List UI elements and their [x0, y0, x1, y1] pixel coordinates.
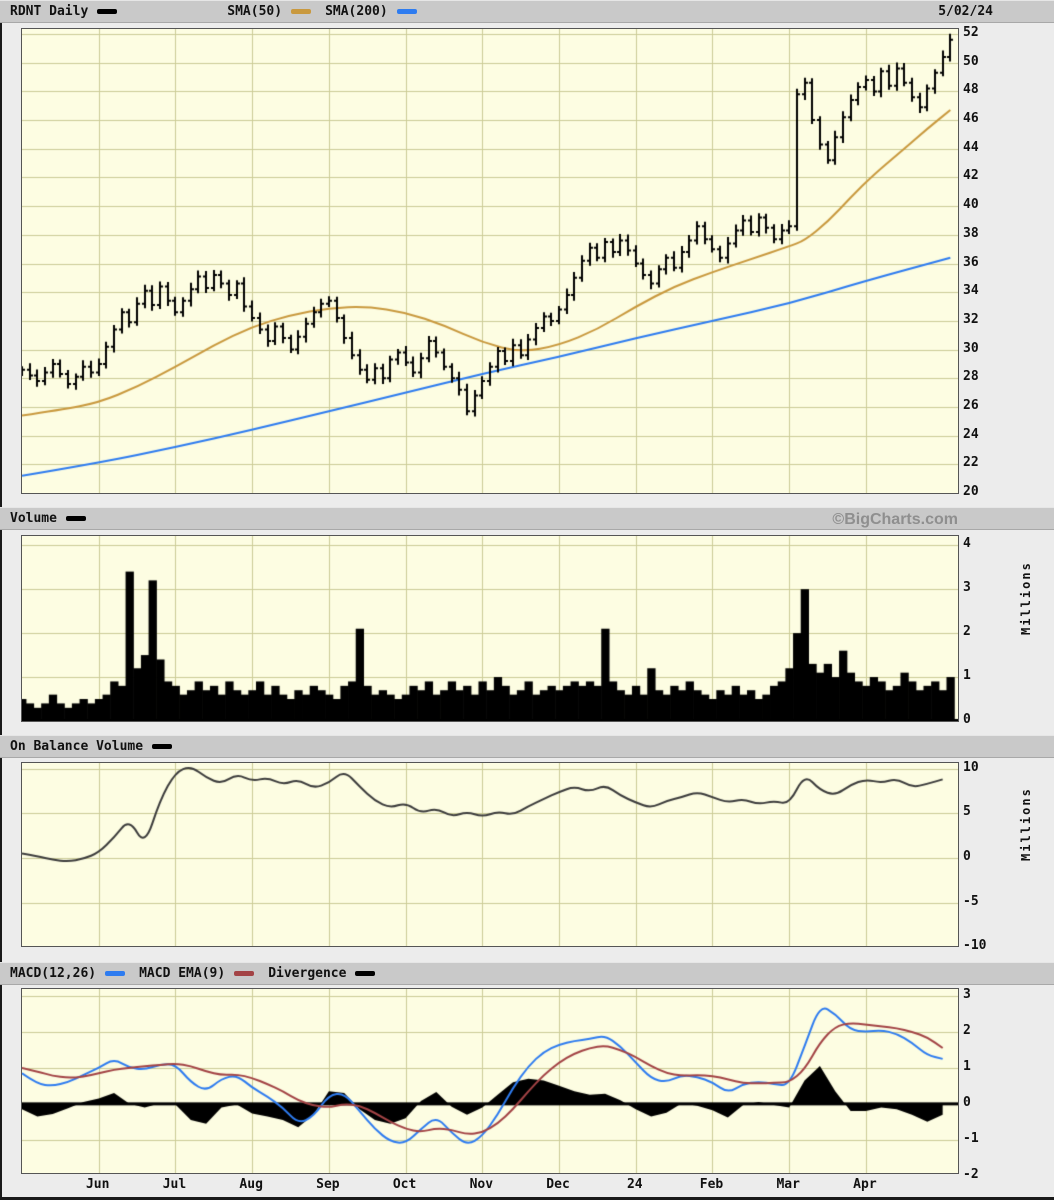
price-chart-area [21, 28, 959, 494]
price-ytick: 26 [963, 397, 979, 413]
volume-label: Volume [10, 511, 57, 526]
price-ytick: 38 [963, 225, 979, 241]
divergence-dash-icon [355, 971, 376, 976]
obv-panel-header: On Balance Volume [0, 735, 1054, 758]
price-ytick: 52 [963, 25, 979, 41]
month-label: Sep [316, 1177, 340, 1192]
legend-item-obv: On Balance Volume [10, 739, 173, 754]
obv-ytick: 0 [963, 849, 971, 865]
macd-ytick: 3 [963, 986, 971, 1002]
month-label: Jul [162, 1177, 187, 1192]
price-ytick: 42 [963, 168, 979, 184]
symbol-interval-label: RDNT Daily [10, 4, 89, 19]
month-label: Feb [699, 1177, 724, 1192]
sma50-label: SMA(50) [227, 4, 283, 19]
obv-unit-label: Millions [1019, 786, 1033, 861]
legend-item-divergence: Divergence [268, 966, 376, 981]
price-ytick: 40 [963, 197, 979, 213]
macd-ytick: 1 [963, 1058, 971, 1074]
obv-label: On Balance Volume [10, 739, 144, 754]
month-label: Aug [239, 1177, 263, 1192]
bigcharts-watermark: ©BigCharts.com [832, 511, 958, 528]
legend-item-macd-ema: MACD EMA(9) [139, 966, 255, 981]
volume-ytick: 4 [963, 536, 971, 552]
macd-ema-label: MACD EMA(9) [139, 966, 226, 981]
legend-item-sma50: SMA(50) [227, 4, 312, 19]
month-label: Oct [392, 1177, 417, 1192]
window-left-edge [0, 0, 2, 1200]
macd-ytick: -1 [963, 1130, 979, 1146]
sma200-dash-icon [396, 9, 417, 14]
price-ytick: 20 [963, 484, 979, 499]
month-label: Mar [776, 1177, 800, 1192]
price-chart-canvas [22, 29, 958, 493]
sma50-dash-icon [291, 9, 312, 14]
obv-ytick: 5 [963, 804, 971, 820]
price-ytick: 24 [963, 426, 979, 442]
legend-item-volume: Volume [10, 511, 86, 526]
volume-ytick: 1 [963, 668, 971, 684]
price-legend-dash-icon [97, 9, 118, 14]
volume-unit-label: Millions [1019, 560, 1033, 635]
macd-chart-area [21, 988, 959, 1174]
obv-chart-canvas [22, 763, 958, 946]
legend-item-macd: MACD(12,26) [10, 966, 126, 981]
price-ytick: 44 [963, 139, 979, 155]
price-ytick: 28 [963, 369, 979, 385]
volume-ytick: 0 [963, 712, 971, 727]
month-label: Apr [853, 1177, 877, 1192]
macd-ytick: 0 [963, 1094, 971, 1110]
month-label: Jun [85, 1177, 110, 1192]
chart-date: 5/02/24 [938, 4, 993, 19]
volume-dash-icon [65, 516, 86, 521]
month-label: 24 [626, 1177, 643, 1192]
month-label: Dec [546, 1177, 570, 1192]
price-ytick: 32 [963, 311, 979, 327]
macd-ytick: -2 [963, 1166, 979, 1182]
legend-item-sma200: SMA(200) [325, 4, 417, 19]
macd-ytick: 2 [963, 1022, 971, 1038]
macd-ema-dash-icon [234, 971, 255, 976]
obv-ytick: 10 [963, 759, 979, 775]
volume-chart-area [21, 535, 959, 722]
price-ytick: 46 [963, 111, 979, 127]
volume-panel-header: Volume ©BigCharts.com [0, 507, 1054, 530]
obv-ytick: -5 [963, 893, 979, 909]
x-axis-month-labels: Jun Jul Aug Sep Oct Nov Dec 24 Feb Mar Apr [0, 1177, 1054, 1195]
obv-dash-icon [152, 744, 173, 749]
macd-chart-canvas [22, 989, 958, 1173]
price-ytick: 36 [963, 254, 979, 270]
price-panel-header: RDNT Daily SMA(50) SMA(200) 5/02/24 [0, 0, 1054, 23]
month-label: Nov [469, 1177, 494, 1192]
price-ytick: 22 [963, 455, 979, 471]
sma200-label: SMA(200) [325, 4, 388, 19]
macd-dash-icon [105, 971, 126, 976]
price-ytick: 30 [963, 340, 979, 356]
macd-panel-header: MACD(12,26) MACD EMA(9) Divergence [0, 962, 1054, 985]
price-ytick: 50 [963, 53, 979, 69]
window-bottom-edge [0, 1197, 1054, 1200]
volume-ytick: 3 [963, 580, 971, 596]
obv-chart-area [21, 762, 959, 947]
price-ytick: 34 [963, 283, 979, 299]
price-ytick: 48 [963, 82, 979, 98]
divergence-label: Divergence [268, 966, 347, 981]
obv-ytick: -10 [963, 938, 987, 954]
macd-label: MACD(12,26) [10, 966, 97, 981]
volume-ytick: 2 [963, 624, 971, 640]
volume-chart-canvas [22, 536, 958, 721]
legend-item-rdnt-daily: RDNT Daily [10, 4, 118, 19]
